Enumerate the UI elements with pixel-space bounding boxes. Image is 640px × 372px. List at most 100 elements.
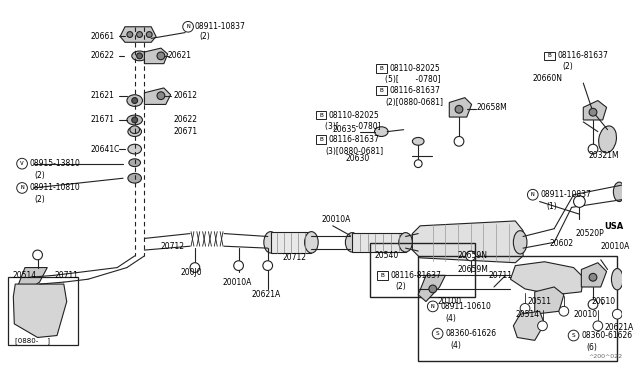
Ellipse shape — [130, 126, 140, 134]
Text: (2): (2) — [35, 195, 45, 204]
Text: (2): (2) — [200, 32, 211, 41]
Text: 08360-61626: 08360-61626 — [445, 329, 497, 338]
Text: S: S — [572, 333, 575, 338]
Text: 20612: 20612 — [173, 91, 198, 100]
Text: 20712: 20712 — [282, 253, 307, 262]
Ellipse shape — [132, 51, 147, 61]
Circle shape — [234, 261, 243, 270]
Text: 20540: 20540 — [374, 251, 399, 260]
Circle shape — [520, 304, 530, 313]
Text: 20621A: 20621A — [605, 323, 634, 332]
Text: 08110-82025: 08110-82025 — [329, 110, 380, 120]
Circle shape — [588, 144, 598, 154]
Text: 20711: 20711 — [488, 271, 512, 280]
Circle shape — [190, 263, 200, 272]
Circle shape — [132, 117, 138, 123]
Text: 20622: 20622 — [173, 115, 198, 125]
Text: V: V — [20, 161, 24, 166]
Circle shape — [136, 53, 143, 59]
Text: 20010A: 20010A — [222, 278, 252, 287]
Text: 20659N: 20659N — [457, 251, 487, 260]
Bar — [352, 232, 406, 252]
Polygon shape — [18, 267, 47, 292]
Text: 20010A: 20010A — [321, 215, 351, 224]
Circle shape — [589, 273, 597, 281]
Text: N: N — [531, 192, 534, 197]
Circle shape — [263, 261, 273, 270]
Ellipse shape — [305, 232, 318, 253]
Circle shape — [589, 108, 597, 116]
Circle shape — [593, 321, 603, 331]
FancyBboxPatch shape — [316, 111, 326, 119]
Ellipse shape — [513, 231, 527, 254]
Text: B: B — [380, 66, 383, 71]
Circle shape — [132, 97, 138, 103]
Ellipse shape — [128, 127, 141, 137]
Circle shape — [414, 160, 422, 167]
Ellipse shape — [346, 232, 359, 252]
Polygon shape — [583, 100, 607, 120]
Text: (2): (2) — [35, 171, 45, 180]
Text: 20671: 20671 — [173, 127, 198, 136]
Text: N: N — [186, 24, 190, 29]
Text: 20602: 20602 — [549, 239, 573, 248]
Circle shape — [183, 22, 193, 32]
Circle shape — [588, 299, 598, 309]
Text: 08116-81637: 08116-81637 — [329, 135, 380, 144]
Text: B: B — [380, 88, 383, 93]
Text: 20511: 20511 — [528, 297, 552, 306]
Text: ^200^022: ^200^022 — [588, 355, 622, 359]
Polygon shape — [513, 311, 545, 340]
Bar — [271, 232, 312, 253]
Circle shape — [127, 32, 132, 38]
Text: 20660N: 20660N — [532, 74, 563, 83]
Text: 08915-13810: 08915-13810 — [30, 159, 81, 168]
Text: 20621: 20621 — [168, 51, 192, 60]
Text: 20520P: 20520P — [575, 229, 604, 238]
Text: 08110-82025: 08110-82025 — [389, 64, 440, 73]
Text: 20712: 20712 — [161, 242, 185, 251]
Circle shape — [466, 251, 476, 261]
Text: 20711: 20711 — [54, 271, 78, 280]
Circle shape — [33, 250, 42, 260]
Text: (2): (2) — [395, 282, 406, 292]
Circle shape — [157, 92, 164, 100]
Circle shape — [17, 183, 28, 193]
Text: 08911-10810: 08911-10810 — [30, 183, 81, 192]
Ellipse shape — [128, 173, 141, 183]
Text: 20622: 20622 — [90, 51, 114, 60]
Text: 20514: 20514 — [12, 271, 36, 280]
Text: B: B — [319, 137, 323, 142]
Text: 20514: 20514 — [515, 310, 540, 319]
Ellipse shape — [399, 232, 412, 252]
Text: 20661: 20661 — [90, 32, 114, 41]
Text: 08116-81637: 08116-81637 — [557, 51, 608, 60]
Text: 20659M: 20659M — [457, 265, 488, 274]
Polygon shape — [120, 27, 156, 42]
Circle shape — [157, 52, 164, 60]
Ellipse shape — [415, 234, 425, 251]
Circle shape — [612, 309, 622, 319]
Circle shape — [538, 321, 547, 331]
Ellipse shape — [127, 95, 143, 106]
Circle shape — [559, 307, 569, 316]
Circle shape — [455, 105, 463, 113]
Text: 20100: 20100 — [438, 297, 461, 306]
Text: 08360-61626: 08360-61626 — [581, 331, 632, 340]
Text: 08911-10837: 08911-10837 — [195, 22, 246, 31]
Text: (3)[       -0780]: (3)[ -0780] — [325, 122, 381, 131]
FancyBboxPatch shape — [376, 86, 387, 95]
Text: 08116-81637: 08116-81637 — [390, 271, 441, 280]
Ellipse shape — [374, 127, 388, 137]
Polygon shape — [449, 97, 472, 117]
Text: (5)[       -0780]: (5)[ -0780] — [385, 75, 441, 84]
Polygon shape — [535, 287, 564, 314]
Text: 21671: 21671 — [90, 115, 114, 125]
Text: USA: USA — [605, 222, 624, 231]
Text: (4): (4) — [445, 314, 456, 323]
Bar — [370, 243, 474, 297]
Text: N: N — [20, 185, 24, 190]
Text: (3)[0880-0681]: (3)[0880-0681] — [325, 147, 383, 155]
Circle shape — [429, 285, 436, 293]
Circle shape — [432, 328, 443, 339]
